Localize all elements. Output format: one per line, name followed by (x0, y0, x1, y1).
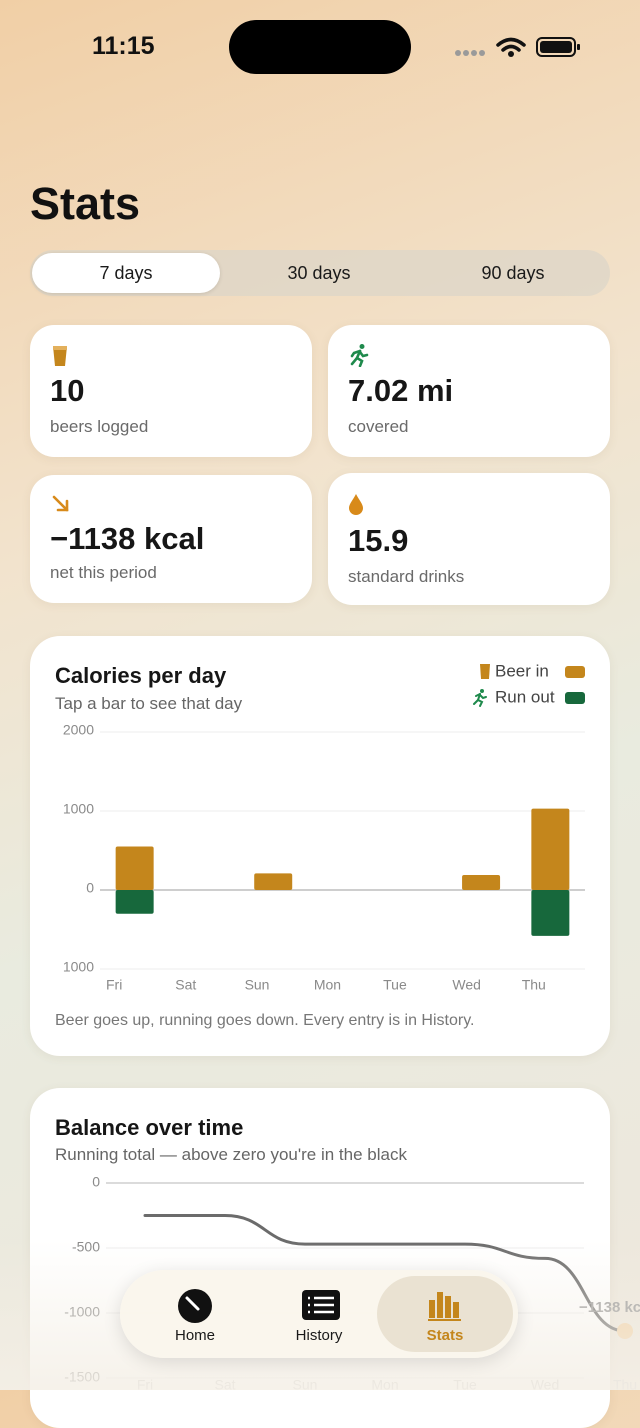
chart-card: Calories per day Tap a bar to see that d… (30, 636, 610, 1056)
legend-swatch (565, 692, 585, 704)
tab-bar: Home History Stats (120, 1270, 518, 1358)
wifi (496, 37, 526, 52)
runner-icon (350, 344, 369, 367)
range-selector: 7 days 30 days 90 days (30, 250, 610, 296)
bar[interactable] (254, 873, 293, 890)
bar[interactable] (115, 890, 154, 914)
stat-label: standard drinks (348, 567, 465, 586)
chart-subtitle: Running total — above zero you're in the… (55, 1145, 407, 1164)
range-option[interactable]: 90 days (481, 263, 545, 283)
home-icon (178, 1289, 212, 1323)
signal (455, 50, 485, 56)
status-icons (229, 20, 580, 74)
page: {"status_bar": {"time": "11:15"}, "heade… (0, 0, 640, 1390)
beer-icon (480, 664, 490, 679)
stat-value: −1138 kcal (50, 521, 205, 556)
chart-subtitle: Tap a bar to see that day (55, 694, 243, 713)
x-tick-label: Tue (383, 977, 407, 993)
x-tick-label: Thu (522, 977, 546, 993)
tab[interactable]: Home (127, 1276, 263, 1352)
stat-label: covered (348, 417, 409, 436)
tab[interactable]: Stats (377, 1276, 513, 1352)
stat-card: 10 beers logged (30, 325, 312, 457)
legend (473, 664, 490, 707)
beer-icon (53, 346, 67, 366)
legend-swatch (565, 666, 585, 678)
legend-label: Beer in (495, 661, 549, 680)
battery (536, 37, 576, 57)
x-tick-label: Mon (314, 977, 341, 993)
history-icon (302, 1290, 340, 1320)
stat-value: 10 (50, 373, 85, 408)
stat-label: net this period (50, 563, 157, 582)
tab[interactable]: History (251, 1276, 387, 1352)
y-tick-label: 2000 (63, 722, 94, 738)
stat-card: −1138 kcal net this period (30, 475, 312, 603)
stat-card: 15.9 standard drinks (328, 473, 610, 605)
tab-label: Stats (426, 1327, 464, 1344)
y-tick-label: 1000 (63, 959, 94, 975)
bar[interactable] (462, 874, 501, 890)
stat-label: beers logged (50, 417, 149, 436)
stats-icon (428, 1292, 461, 1321)
tab-label: History (295, 1327, 343, 1344)
trend-icon (52, 495, 69, 512)
legend-label: Run out (495, 687, 555, 706)
tab-label: Home (174, 1327, 215, 1344)
x-tick-label: Wed (452, 977, 481, 993)
stat-value: 15.9 (348, 523, 409, 558)
bar[interactable] (531, 890, 570, 936)
x-tick-label: Sun (245, 977, 270, 993)
chart-title: Balance over time (55, 1115, 244, 1140)
dynamic-island (229, 20, 411, 74)
page-title: Stats (30, 178, 141, 229)
y-tick-label: 0 (86, 880, 94, 896)
range-option[interactable]: 7 days (32, 253, 220, 293)
bar[interactable] (115, 846, 154, 890)
charts: 2000 1000 0 1000 Fri Sat Sun Mon Tue Wed Thu Beer i… (0, 661, 640, 1390)
chart-title: Calories per day (55, 663, 227, 688)
bar[interactable] (531, 808, 570, 890)
stat-value: 7.02 mi (348, 373, 454, 408)
y-tick-label: 1000 (63, 801, 94, 817)
stat-card: 7.02 mi covered (328, 325, 610, 457)
status-time: 11:15 (92, 32, 155, 60)
y-tick-label: 0 (92, 1174, 100, 1190)
drop-icon (349, 494, 363, 515)
x-tick-label: Fri (106, 977, 122, 993)
range-option[interactable]: 30 days (287, 263, 351, 283)
runner-icon (473, 689, 487, 707)
x-tick-label: Sat (175, 977, 196, 993)
chart-note: Beer goes up, running goes down. Every e… (55, 1012, 475, 1029)
